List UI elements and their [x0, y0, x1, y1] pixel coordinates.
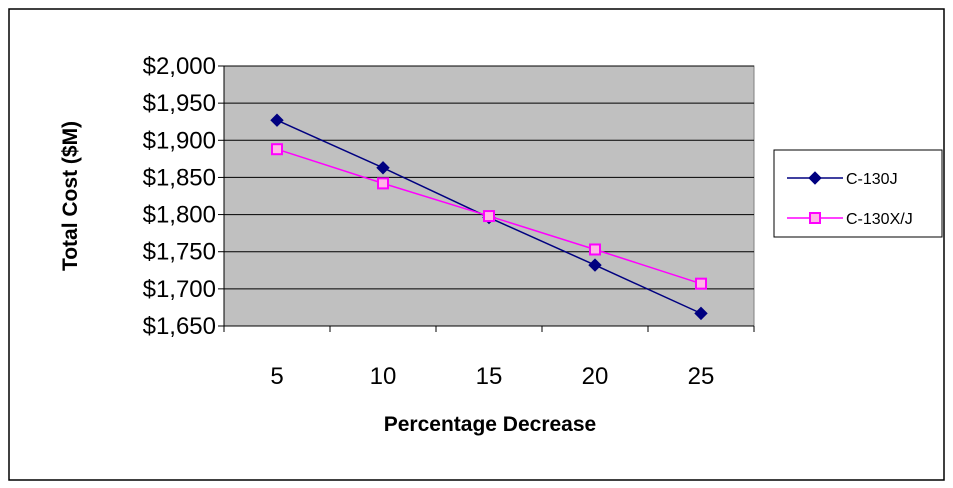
plot-area	[223, 65, 755, 327]
y-tick-label: $1,950	[143, 90, 216, 117]
y-tick-label: $1,750	[143, 239, 216, 266]
x-tick-label: 10	[370, 363, 397, 390]
legend: C-130J C-130X/J	[773, 149, 943, 238]
data-point	[694, 306, 708, 321]
legend-marker	[808, 171, 822, 185]
data-point	[377, 177, 389, 190]
x-axis-ticks: 5 10 15 20 25	[223, 326, 755, 390]
data-point	[483, 210, 495, 223]
legend-item-2: C-130X/J	[787, 211, 913, 228]
legend-marker	[809, 212, 821, 224]
legend-box	[773, 149, 943, 238]
x-tick-label: 5	[270, 363, 283, 390]
legend-item-1: C-130J	[787, 171, 898, 188]
data-point	[695, 277, 707, 290]
series-2	[271, 143, 707, 290]
data-point	[270, 113, 284, 127]
series-layer	[270, 113, 708, 321]
x-tick-label: 15	[476, 363, 503, 390]
legend-label: C-130X/J	[846, 211, 913, 228]
x-tick-label: 25	[688, 363, 715, 390]
y-tick-label: $1,850	[143, 164, 216, 191]
data-point	[589, 243, 601, 256]
y-tick-label: $1,700	[143, 276, 216, 303]
data-point	[271, 143, 283, 156]
gridlines	[224, 65, 754, 290]
x-axis-title: Percentage Decrease	[384, 413, 596, 436]
y-axis-title: Total Cost ($M)	[59, 121, 82, 271]
data-point	[376, 161, 390, 175]
y-tick-label: $1,800	[143, 202, 216, 229]
x-tick-label: 20	[582, 363, 609, 390]
y-axis-ticks: $1,650 $1,700 $1,750 $1,800 $1,850 $1,900 $1,9…	[143, 53, 224, 340]
y-tick-label: $1,650	[143, 313, 216, 340]
y-tick-label: $2,000	[143, 53, 216, 80]
data-point	[588, 258, 602, 272]
legend-label: C-130J	[846, 171, 898, 188]
y-tick-label: $1,900	[143, 127, 216, 154]
